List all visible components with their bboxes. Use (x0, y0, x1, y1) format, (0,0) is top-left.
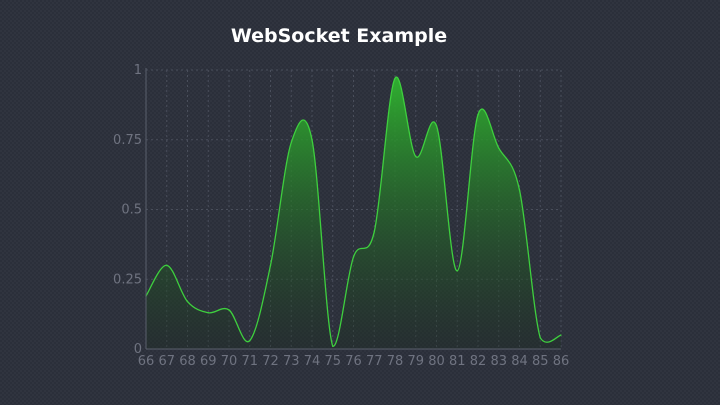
data-point (207, 311, 210, 314)
series-area-fill (146, 77, 561, 349)
data-point (518, 189, 521, 191)
x-tick-label: 78 (387, 354, 404, 369)
data-point (435, 125, 438, 127)
y-tick-label: 1 (134, 63, 142, 78)
data-point (165, 264, 168, 267)
data-point (456, 270, 459, 272)
x-tick-label: 84 (511, 354, 528, 369)
data-point (539, 337, 542, 339)
x-tick-label: 85 (532, 354, 549, 369)
y-tick-label: 0.5 (121, 203, 142, 218)
x-tick-label: 69 (200, 354, 217, 369)
data-point (269, 264, 272, 267)
x-tick-label: 66 (138, 354, 155, 369)
x-tick-label: 80 (428, 354, 445, 369)
y-tick-label: 0 (134, 342, 142, 357)
x-tick-label: 82 (470, 354, 487, 369)
data-point (248, 339, 251, 342)
x-tick-label: 74 (304, 354, 321, 369)
x-tick-label: 83 (490, 354, 507, 369)
y-tick-label: 0.25 (113, 272, 142, 287)
x-tick-label: 70 (221, 354, 238, 369)
data-point (186, 300, 189, 303)
data-point (311, 138, 313, 141)
x-tick-label: 73 (283, 354, 300, 369)
chart-axes (145, 68, 561, 350)
x-tick-label: 77 (366, 354, 383, 369)
chart-title: WebSocket Example (231, 25, 447, 47)
x-tick-label: 79 (407, 354, 424, 369)
x-tick-label: 86 (553, 354, 570, 369)
x-tick-label: 81 (449, 354, 466, 369)
x-tick-label: 72 (262, 354, 279, 369)
data-point (560, 334, 562, 336)
y-tick-label: 0.75 (113, 133, 142, 148)
x-tick-label: 68 (179, 354, 196, 369)
data-point (414, 155, 417, 158)
data-point (290, 141, 293, 144)
data-point (352, 256, 355, 258)
data-point (477, 113, 479, 116)
x-tick-label: 67 (158, 354, 175, 369)
chart-plot-area (145, 76, 562, 349)
data-point (373, 231, 376, 233)
data-point (394, 77, 396, 80)
data-point (497, 147, 500, 149)
data-point (331, 345, 334, 348)
x-tick-label: 76 (345, 354, 362, 369)
x-tick-label: 75 (324, 354, 341, 369)
x-tick-label: 71 (241, 354, 258, 369)
data-point (228, 309, 230, 311)
